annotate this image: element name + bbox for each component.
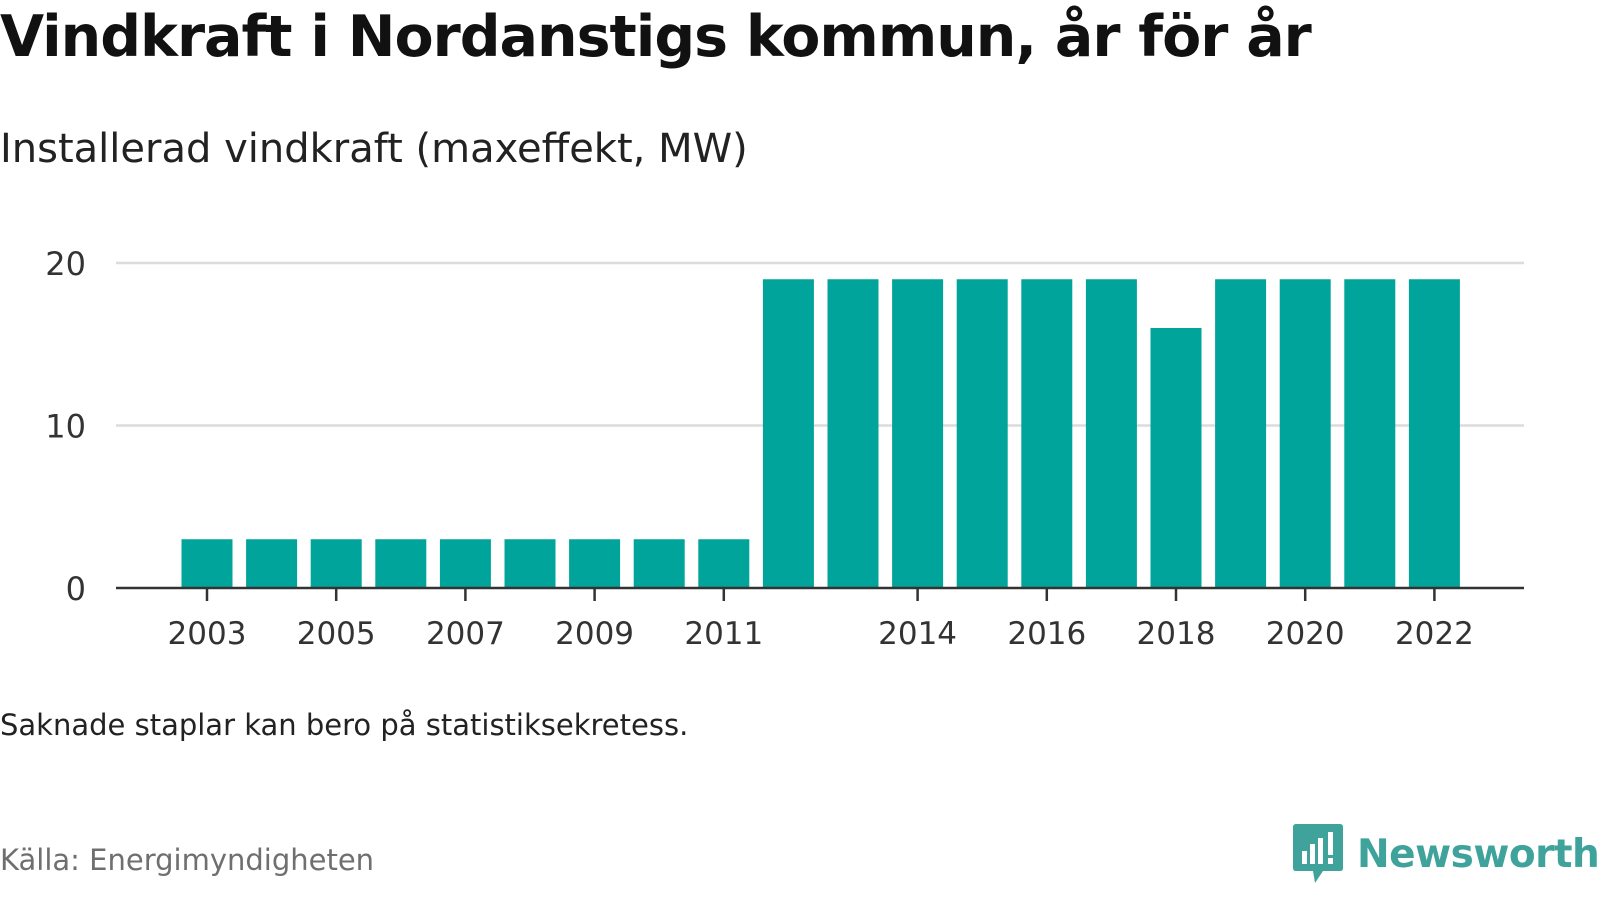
- y-tick-label: 10: [45, 408, 86, 446]
- bar-2022: [1408, 279, 1460, 588]
- bar-2013: [827, 279, 879, 588]
- x-tick-label: 2003: [168, 616, 247, 652]
- bar-chart: 0 10 20 2003 2005 2007 2009 2011 2014 2016 2018 202…: [45, 245, 1524, 652]
- x-tick-label: 2020: [1266, 616, 1345, 652]
- brand-name: Newsworthy: [1357, 831, 1600, 877]
- x-tick-label: 2007: [426, 616, 505, 652]
- chart-title: Vindkraft i Nordanstigs kommun, år för å…: [0, 4, 1312, 70]
- x-tick-label: 2005: [297, 616, 376, 652]
- bar-2004: [246, 539, 298, 588]
- x-tick-label: 2014: [878, 616, 957, 652]
- x-tick-label: 2022: [1395, 616, 1474, 652]
- bar-2009: [569, 539, 621, 588]
- x-tick-label: 2011: [684, 616, 763, 652]
- x-tick-label: 2018: [1137, 616, 1216, 652]
- bar-chart-speech-bubble-icon: [1293, 824, 1343, 883]
- bar-2008: [504, 539, 556, 588]
- x-tick-label: 2009: [555, 616, 634, 652]
- bar-2011: [698, 539, 750, 588]
- source-credit: Källa: Energimyndigheten: [0, 843, 375, 877]
- bar-2021: [1344, 279, 1396, 588]
- bar-2018: [1150, 328, 1202, 588]
- x-tick-label: 2016: [1007, 616, 1086, 652]
- brand-logo-link[interactable]: Newsworthy: [1293, 824, 1600, 884]
- y-tick-label: 20: [45, 245, 86, 283]
- bar-2003: [181, 539, 233, 588]
- bar-2020: [1279, 279, 1331, 588]
- bar-2014: [892, 279, 944, 588]
- chart-note: Saknade staplar kan bero på statistiksek…: [0, 708, 689, 742]
- bar-2007: [439, 539, 491, 588]
- bar-2019: [1215, 279, 1267, 588]
- bar-2010: [633, 539, 685, 588]
- bar-2006: [375, 539, 427, 588]
- bar-2015: [956, 279, 1008, 588]
- bar-2012: [762, 279, 814, 588]
- bar-2005: [310, 539, 362, 588]
- bar-2017: [1085, 279, 1137, 588]
- bar-2016: [1021, 279, 1073, 588]
- chart-subtitle: Installerad vindkraft (maxeffekt, MW): [0, 126, 748, 172]
- y-tick-label: 0: [66, 570, 86, 608]
